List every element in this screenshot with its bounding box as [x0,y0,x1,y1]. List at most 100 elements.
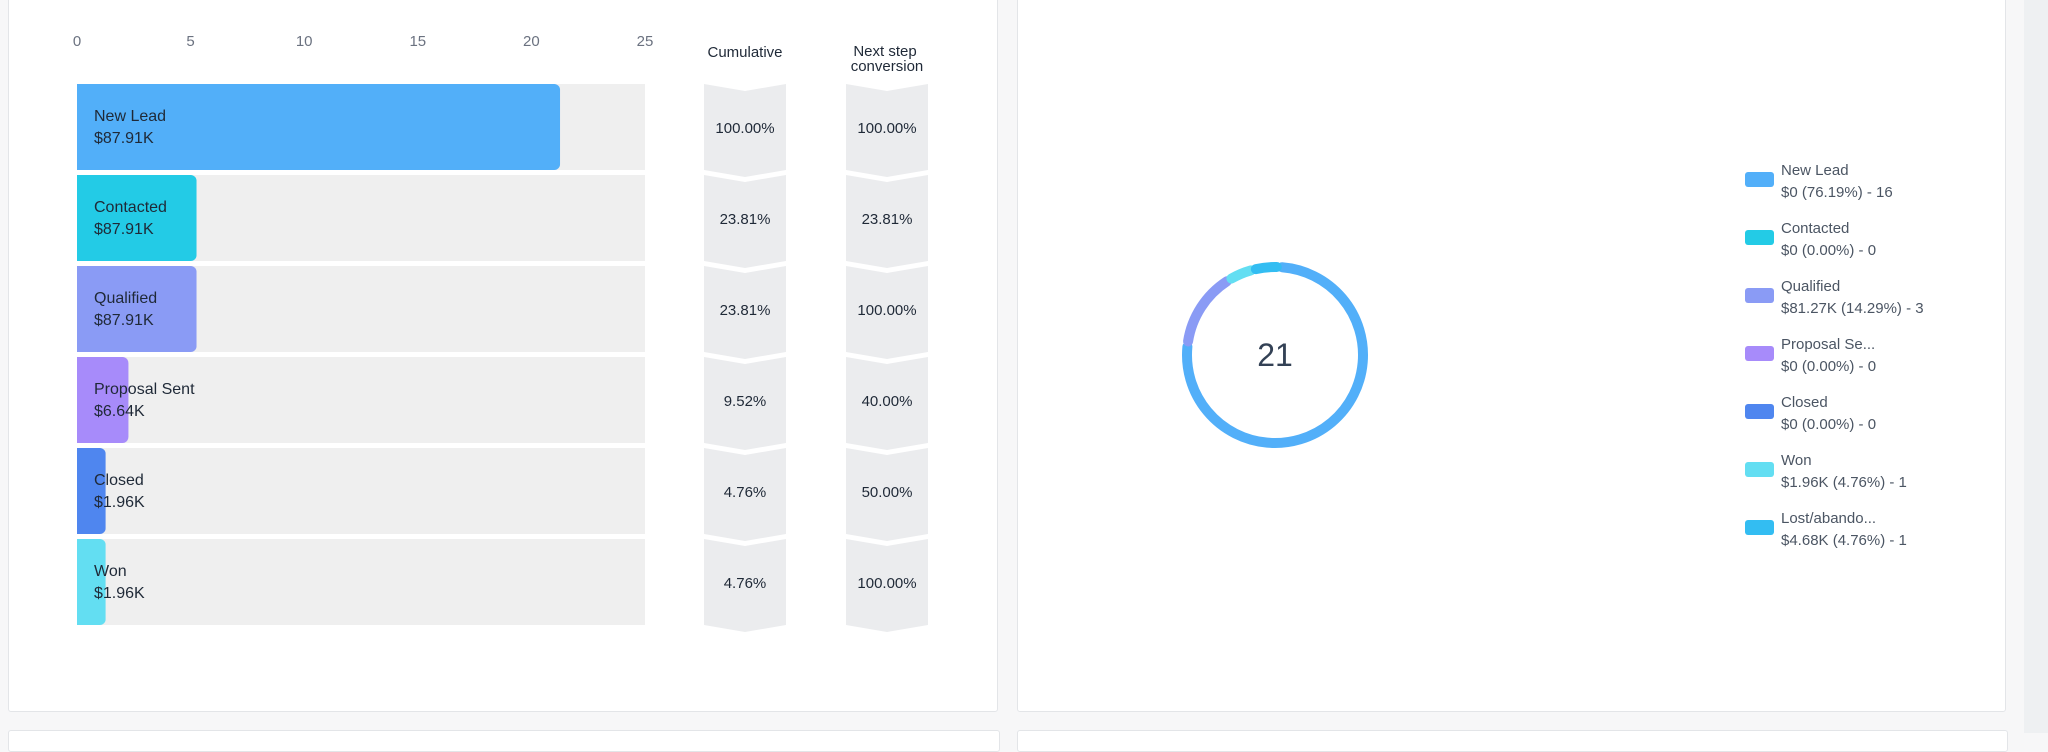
funnel-track [77,448,645,534]
donut-slice[interactable] [1250,262,1282,275]
legend-swatch [1745,520,1774,535]
next-step-value: 100.00% [857,302,916,319]
x-axis-tick-label: 25 [637,33,654,50]
legend-name: Proposal Se... [1781,336,1875,353]
donut-slice[interactable] [1182,262,1368,448]
funnel-chart: 0 5 10 15 20 25 Cumulative Next step conversi… [73,33,928,632]
legend-name: Won [1781,452,1812,469]
cumulative-value: 4.76% [724,575,767,592]
funnel-row: Won $1.96K 4.76% 100.00% [77,539,928,632]
legend-detail: $0 (0.00%) - 0 [1781,358,1876,375]
legend-item[interactable]: Lost/abando... $4.68K (4.76%) - 1 [1745,510,1907,549]
next-step-value: 100.00% [857,120,916,137]
legend-swatch [1745,230,1774,245]
cumulative-value: 100.00% [715,120,774,137]
next-step-value: 50.00% [862,484,913,501]
x-axis-tick-label: 5 [186,33,194,50]
cumulative-value: 23.81% [720,302,771,319]
cumulative-header: Cumulative [707,44,782,61]
funnel-bar-category: Won [94,563,127,580]
x-axis-tick-label: 20 [523,33,540,50]
legend-detail: $81.27K (14.29%) - 3 [1781,300,1924,317]
chevron-cell [704,84,786,177]
funnel-bar-left-edge [77,448,85,534]
legend-item[interactable]: Qualified $81.27K (14.29%) - 3 [1745,278,1924,317]
funnel-bar[interactable] [77,175,197,261]
funnel-row: Closed $1.96K 4.76% 50.00% [77,448,928,541]
funnel-bar[interactable] [77,266,197,352]
funnel-bar-category: Closed [94,472,144,489]
legend-detail: $1.96K (4.76%) - 1 [1781,474,1907,491]
next-panel-right [1017,730,2008,752]
donut-center-value: 21 [1257,337,1293,373]
legend-swatch [1745,172,1774,187]
next-step-header-line1: Next step [853,43,916,60]
legend-swatch [1745,288,1774,303]
funnel-bar-category: New Lead [94,108,166,125]
cumulative-value: 23.81% [720,211,771,228]
funnel-bar-value: $6.64K [94,403,145,420]
legend-item[interactable]: New Lead $0 (76.19%) - 16 [1745,162,1893,201]
funnel-bar-left-edge [77,175,85,261]
funnel-bar-value: $87.91K [94,312,154,329]
chevron-cell [704,266,786,359]
funnel-bar-left-edge [77,266,85,352]
funnel-bar[interactable] [77,357,128,443]
funnel-bar-category: Proposal Sent [94,381,195,398]
legend-name: Qualified [1781,278,1840,295]
donut-slice[interactable] [1183,276,1232,347]
legend-item[interactable]: Proposal Se... $0 (0.00%) - 0 [1745,336,1876,375]
legend-swatch [1745,404,1774,419]
chevron-cell [846,84,928,177]
chevron-cell [704,448,786,541]
chevron-cell [846,539,928,632]
next-step-header-line2: conversion [851,58,924,75]
legend-name: New Lead [1781,162,1849,179]
chevron-cell [846,357,928,450]
funnel-row: New Lead $87.91K 100.00% 100.00% [77,84,928,177]
donut-legend: New Lead $0 (76.19%) - 16 Contacted $0 (0.0… [1745,162,1924,549]
funnel-bar-value: $1.96K [94,585,145,602]
page-scrollbar[interactable] [2024,0,2048,733]
donut-panel [1017,0,2006,712]
funnel-row: Proposal Sent $6.64K 9.52% 40.00% [77,357,928,450]
chevron-cell [704,539,786,632]
chevron-cell [704,175,786,268]
chevron-cell [846,448,928,541]
x-axis-tick-label: 15 [409,33,426,50]
funnel-bar-left-edge [77,84,85,170]
legend-swatch [1745,346,1774,361]
legend-name: Lost/abando... [1781,510,1876,527]
cumulative-value: 9.52% [724,393,767,410]
legend-item[interactable]: Closed $0 (0.00%) - 0 [1745,394,1876,433]
funnel-row: Contacted $87.91K 23.81% 23.81% [77,175,928,268]
legend-name: Closed [1781,394,1828,411]
legend-detail: $0 (0.00%) - 0 [1781,416,1876,433]
chevron-cell [846,266,928,359]
funnel-bar-left-edge [77,357,85,443]
funnel-row: Qualified $87.91K 23.81% 100.00% [77,266,928,359]
chevron-cell [704,357,786,450]
next-step-value: 100.00% [857,575,916,592]
next-step-value: 23.81% [862,211,913,228]
legend-detail: $0 (0.00%) - 0 [1781,242,1876,259]
legend-detail: $4.68K (4.76%) - 1 [1781,532,1907,549]
funnel-bar-value: $1.96K [94,494,145,511]
funnel-track [77,539,645,625]
legend-item[interactable]: Contacted $0 (0.00%) - 0 [1745,220,1876,259]
legend-name: Contacted [1781,220,1849,237]
funnel-bar-category: Qualified [94,290,157,307]
x-axis-tick-label: 10 [296,33,313,50]
funnel-bar-category: Contacted [94,199,167,216]
next-step-value: 40.00% [862,393,913,410]
x-axis-tick-label: 0 [73,33,81,50]
funnel-bar[interactable] [77,84,560,170]
cumulative-value: 4.76% [724,484,767,501]
donut-slice[interactable] [1226,265,1256,284]
legend-item[interactable]: Won $1.96K (4.76%) - 1 [1745,452,1907,491]
legend-swatch [1745,462,1774,477]
donut-chart: 21 [1182,262,1368,448]
funnel-bar-value: $87.91K [94,221,154,238]
funnel-bar-value: $87.91K [94,130,154,147]
next-panel-left [8,730,1000,752]
